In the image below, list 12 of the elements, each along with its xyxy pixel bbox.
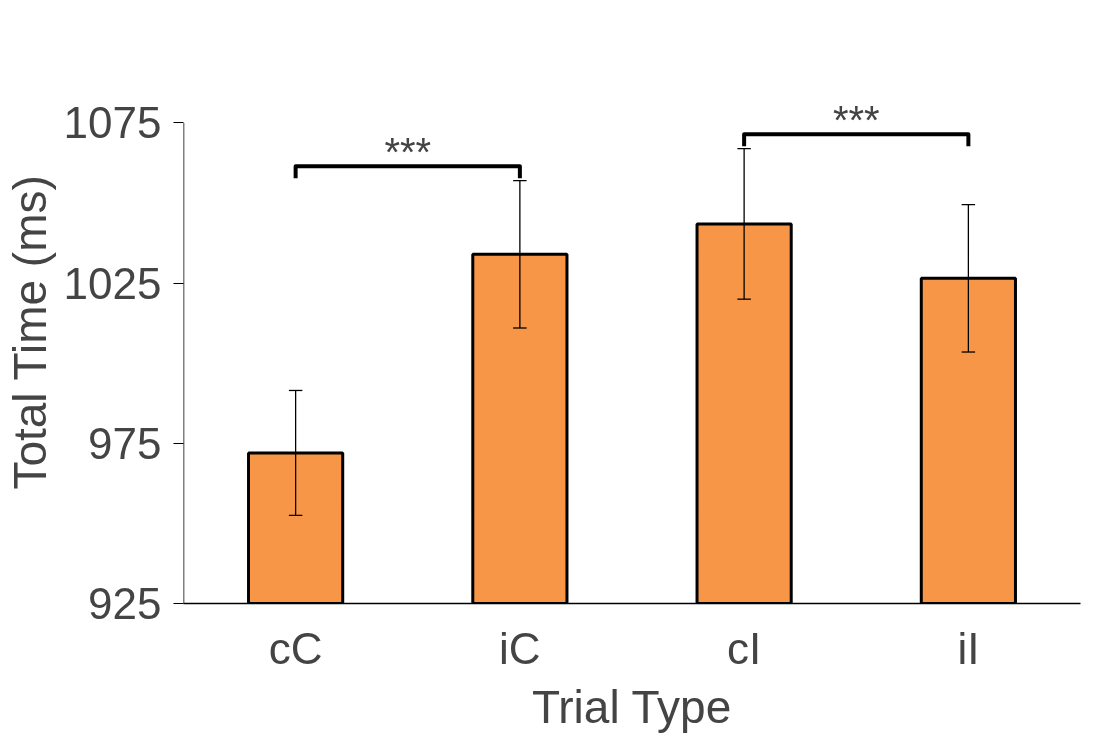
x-tick-label: cC <box>268 623 323 673</box>
y-tick-label: 1025 <box>63 258 162 308</box>
y-tick-label: 975 <box>88 418 162 468</box>
annotation: *** <box>832 98 880 143</box>
x-axis-title: Trial Type <box>531 680 732 733</box>
x-tick-label: iC <box>499 623 541 673</box>
y-axis-title: Total Time (ms) <box>3 175 56 490</box>
y-tick-label: 925 <box>88 579 162 628</box>
x-tick-label: iI <box>957 623 980 673</box>
annotation: *** <box>384 130 432 175</box>
x-tick-label: cI <box>727 623 762 673</box>
y-tick-label: 1075 <box>63 98 162 148</box>
